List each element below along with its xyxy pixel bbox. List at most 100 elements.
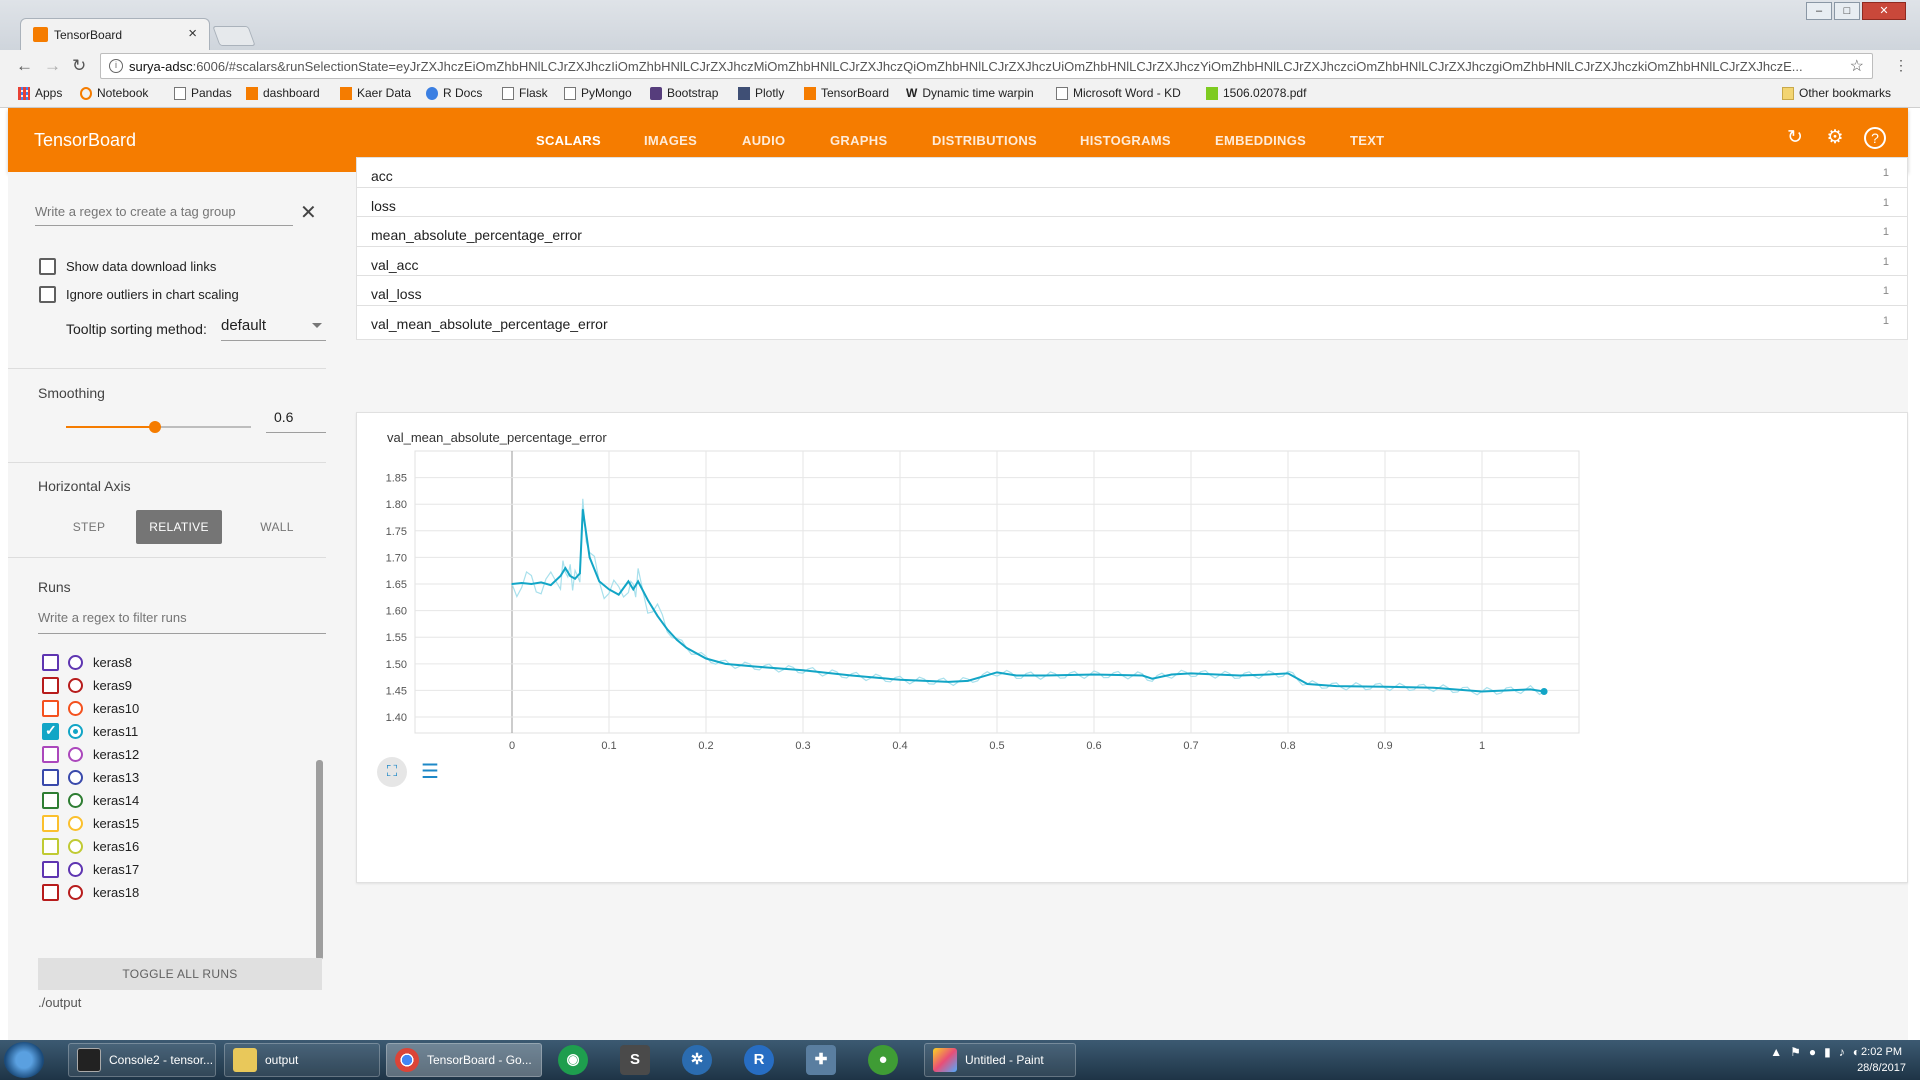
- pinned-app-icon[interactable]: ◉: [558, 1045, 588, 1075]
- bookmark-apps[interactable]: Apps: [18, 86, 62, 100]
- tab-close-icon[interactable]: ×: [188, 25, 197, 42]
- toggle-all-runs-button[interactable]: TOGGLE ALL RUNS: [38, 958, 322, 990]
- bookmark-dtw[interactable]: W Dynamic time warpin: [906, 86, 1034, 100]
- task-paint[interactable]: Untitled - Paint: [924, 1043, 1076, 1077]
- axis-relative-button[interactable]: RELATIVE: [136, 510, 222, 544]
- clear-regex-close-icon[interactable]: ✕: [300, 202, 317, 224]
- tag-group-panel[interactable]: val_acc 1: [356, 245, 1908, 281]
- maximize-button[interactable]: □: [1834, 2, 1860, 20]
- bookmark-flask[interactable]: Flask: [502, 86, 548, 100]
- run-radio[interactable]: [68, 770, 83, 785]
- run-radio[interactable]: [68, 724, 83, 739]
- bookmark-pdf[interactable]: 1506.02078.pdf: [1206, 86, 1306, 100]
- tab-images[interactable]: IMAGES: [644, 133, 698, 148]
- bookmark-plotly[interactable]: Plotly: [738, 86, 784, 100]
- axis-step-button[interactable]: STEP: [72, 520, 106, 534]
- run-checkbox[interactable]: [42, 746, 59, 763]
- browser-menu-icon[interactable]: ⋮: [1894, 57, 1908, 73]
- bookmark-r-docs[interactable]: R Docs: [426, 86, 482, 100]
- run-checkbox[interactable]: [42, 677, 59, 694]
- run-checkbox[interactable]: [42, 722, 59, 740]
- battery-icon[interactable]: ◐: [1852, 1045, 1860, 1059]
- run-checkbox[interactable]: [42, 792, 59, 809]
- tab-graphs[interactable]: GRAPHS: [830, 133, 888, 148]
- run-checkbox[interactable]: [42, 769, 59, 786]
- new-tab-button[interactable]: [212, 26, 256, 46]
- tab-audio[interactable]: AUDIO: [742, 133, 786, 148]
- run-radio[interactable]: [68, 839, 83, 854]
- run-checkbox[interactable]: [42, 861, 59, 878]
- help-icon[interactable]: ?: [1864, 127, 1886, 149]
- tableau-icon[interactable]: ✚: [806, 1045, 836, 1075]
- flag-icon[interactable]: ⚑: [1790, 1045, 1801, 1059]
- bookmark-pandas[interactable]: Pandas: [174, 86, 232, 100]
- tab-distributions[interactable]: DISTRIBUTIONS: [932, 133, 1038, 148]
- runs-filter-input[interactable]: Write a regex to filter runs: [38, 610, 326, 634]
- run-radio[interactable]: [68, 862, 83, 877]
- run-checkbox[interactable]: [42, 654, 59, 671]
- browser-tab[interactable]: TensorBoard ×: [20, 18, 210, 50]
- run-radio[interactable]: [68, 816, 83, 831]
- smoothing-slider-thumb[interactable]: [148, 421, 161, 433]
- run-item[interactable]: keras12: [42, 746, 139, 763]
- tag-group-panel[interactable]: val_mean_absolute_percentage_error 1: [356, 304, 1908, 340]
- anaconda-icon[interactable]: ✲: [682, 1045, 712, 1075]
- run-radio[interactable]: [68, 793, 83, 808]
- start-button-icon[interactable]: [4, 1042, 44, 1078]
- run-radio[interactable]: [68, 747, 83, 762]
- run-radio[interactable]: [68, 885, 83, 900]
- network-icon[interactable]: ▮: [1824, 1045, 1831, 1059]
- bookmark-dashboard[interactable]: dashboard: [246, 86, 320, 100]
- run-item[interactable]: keras9: [42, 677, 132, 694]
- tab-scalars[interactable]: SCALARS: [536, 133, 601, 148]
- bookmark-kaer-data[interactable]: Kaer Data: [340, 86, 411, 100]
- forward-icon[interactable]: →: [44, 56, 61, 75]
- sublime-icon[interactable]: S: [620, 1045, 650, 1075]
- antivirus-icon[interactable]: ●: [1808, 1045, 1817, 1059]
- smoothing-slider[interactable]: [66, 421, 251, 433]
- window-close-button[interactable]: ✕: [1862, 2, 1906, 20]
- tag-regex-input[interactable]: Write a regex to create a tag group: [35, 202, 293, 226]
- run-radio[interactable]: [68, 701, 83, 716]
- taskbar-clock[interactable]: 2:02 PM 28/8/2017: [1857, 1044, 1906, 1076]
- run-checkbox[interactable]: [42, 838, 59, 855]
- runs-scrollbar[interactable]: [316, 760, 323, 960]
- r-app-icon[interactable]: R: [744, 1045, 774, 1075]
- bookmark-bootstrap[interactable]: Bootstrap: [650, 86, 718, 100]
- line-chart[interactable]: 0 0.1 0.2 0.3 0.4 0.5 0.6 0.7 0.8 0.9 1 1.40 1.45 1.5…: [357, 413, 1909, 884]
- run-item[interactable]: keras10: [42, 700, 139, 717]
- run-item[interactable]: keras11: [42, 722, 138, 740]
- run-item[interactable]: keras15: [42, 815, 139, 832]
- bookmark-msword[interactable]: Microsoft Word - KD: [1056, 86, 1181, 100]
- run-item[interactable]: keras18: [42, 884, 139, 901]
- url-bar[interactable]: i surya-adsc:6006/#scalars&runSelectionS…: [100, 53, 1873, 79]
- tab-text[interactable]: TEXT: [1350, 133, 1385, 148]
- task-chrome-tensorboard[interactable]: TensorBoard - Go...: [386, 1043, 542, 1077]
- run-item[interactable]: keras14: [42, 792, 139, 809]
- reload-data-icon[interactable]: ↻: [1787, 127, 1803, 148]
- url-text[interactable]: surya-adsc:6006/#scalars&runSelectionSta…: [129, 59, 1829, 74]
- reload-icon[interactable]: ↻: [72, 56, 87, 75]
- settings-gear-icon[interactable]: ⚙: [1826, 127, 1844, 148]
- bookmark-notebook[interactable]: Notebook: [80, 86, 148, 100]
- run-item[interactable]: keras8: [42, 654, 132, 671]
- run-radio[interactable]: [68, 655, 83, 670]
- data-download-list-icon[interactable]: ☰: [421, 761, 439, 783]
- fit-domain-expand-icon[interactable]: ⛶: [377, 757, 407, 787]
- bookmark-tensorboard[interactable]: TensorBoard: [804, 86, 889, 100]
- info-icon[interactable]: i: [109, 59, 123, 73]
- back-icon[interactable]: ←: [16, 56, 33, 75]
- minimize-button[interactable]: –: [1806, 2, 1832, 20]
- mongodb-icon[interactable]: ●: [868, 1045, 898, 1075]
- tag-group-panel[interactable]: mean_absolute_percentage_error 1: [356, 216, 1908, 251]
- run-radio[interactable]: [68, 678, 83, 693]
- tray-expand-icon[interactable]: ▲: [1770, 1045, 1783, 1059]
- tab-histograms[interactable]: HISTOGRAMS: [1080, 133, 1171, 148]
- run-item[interactable]: keras16: [42, 838, 139, 855]
- show-download-links-option[interactable]: Show data download links: [39, 258, 216, 275]
- bookmark-pymongo[interactable]: PyMongo: [564, 86, 632, 100]
- tab-embeddings[interactable]: EMBEDDINGS: [1215, 133, 1307, 148]
- tooltip-sort-dropdown[interactable]: default: [221, 317, 326, 341]
- run-checkbox[interactable]: [42, 700, 59, 717]
- task-output-folder[interactable]: output: [224, 1043, 380, 1077]
